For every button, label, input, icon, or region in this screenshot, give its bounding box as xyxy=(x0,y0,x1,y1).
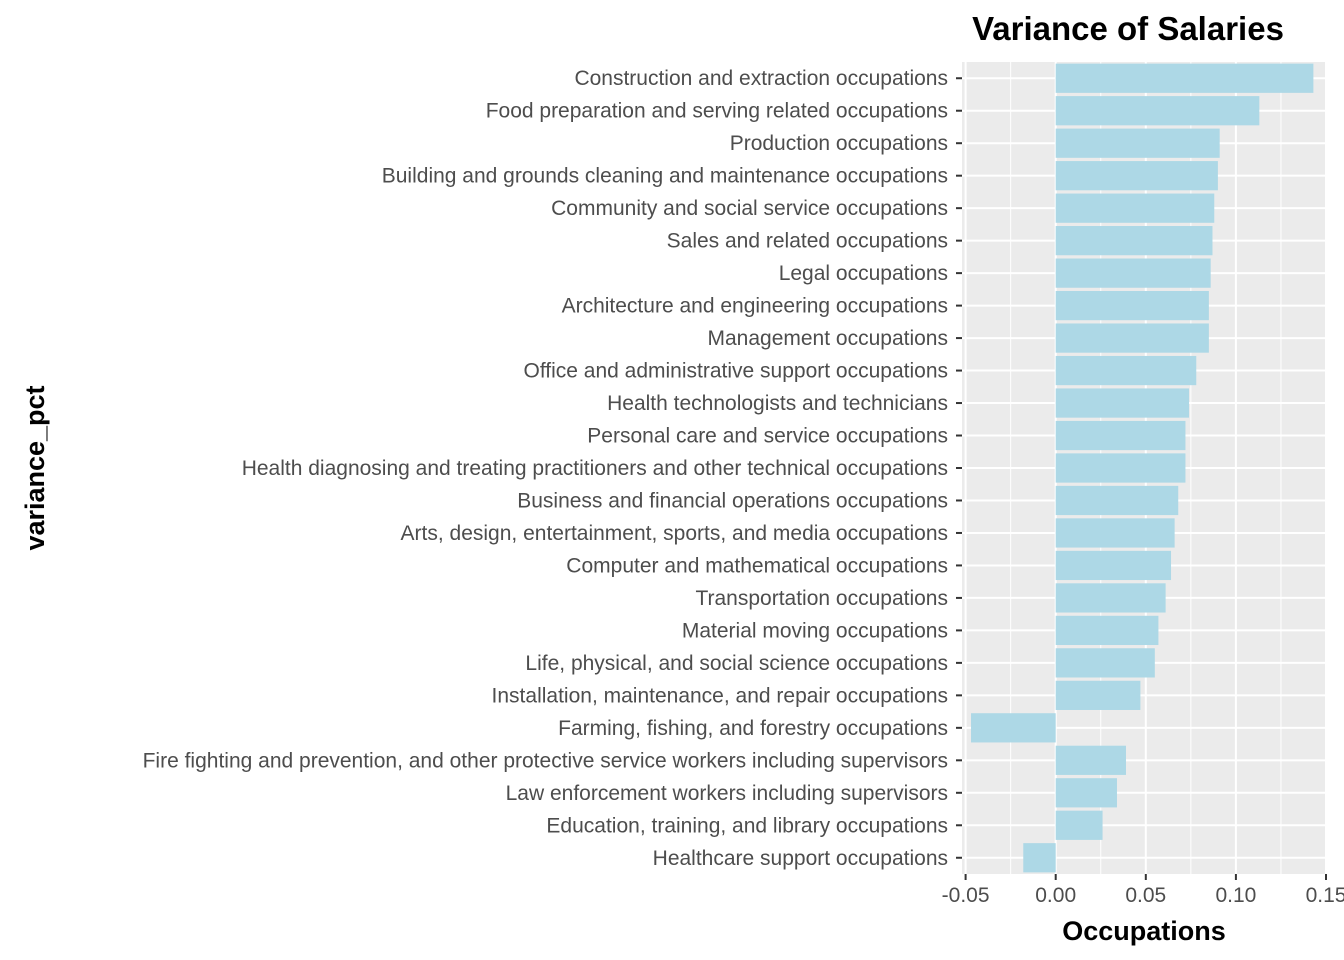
bar xyxy=(1055,583,1166,613)
bar xyxy=(1055,63,1314,93)
y-tick-label: Health technologists and technicians xyxy=(607,392,948,415)
y-tick-label: Community and social service occupations xyxy=(551,197,948,220)
bar xyxy=(1055,290,1209,321)
y-tick-label: Management occupations xyxy=(708,327,949,350)
y-tick-label: Personal care and service occupations xyxy=(587,425,948,448)
bar xyxy=(1055,518,1175,548)
y-tick-label: Sales and related occupations xyxy=(667,230,948,253)
x-tick-label: 0.15 xyxy=(1306,884,1344,907)
y-tick-label: Architecture and engineering occupations xyxy=(562,295,948,318)
y-tick-label: Business and financial operations occupa… xyxy=(517,489,948,512)
x-tick-label: 0.05 xyxy=(1125,884,1166,907)
x-axis: -0.05 0.00 0.05 0.10 0.15 xyxy=(942,874,1344,907)
bar xyxy=(1055,388,1190,418)
bar xyxy=(1055,615,1159,646)
bar xyxy=(1055,323,1209,353)
y-tick-label: Life, physical, and social science occup… xyxy=(525,652,948,675)
bar xyxy=(1055,258,1211,288)
y-tick-label: Law enforcement workers including superv… xyxy=(506,782,948,805)
bar xyxy=(1055,745,1126,775)
y-tick-label: Installation, maintenance, and repair oc… xyxy=(492,684,948,707)
y-tick-label: Computer and mathematical occupations xyxy=(566,554,948,577)
y-tick-label: Arts, design, entertainment, sports, and… xyxy=(401,522,948,545)
y-tick-label: Legal occupations xyxy=(779,262,948,285)
bar xyxy=(1055,453,1186,483)
x-axis-title: Occupations xyxy=(1062,916,1226,946)
y-axis-title: variance_pct xyxy=(20,385,50,550)
y-tick-label: Health diagnosing and treating practitio… xyxy=(242,457,948,480)
bar xyxy=(1055,550,1172,581)
bar xyxy=(1055,193,1215,223)
x-tick-label: 0.10 xyxy=(1215,884,1256,907)
bar xyxy=(1055,226,1213,256)
y-tick-label: Farming, fishing, and forestry occupatio… xyxy=(558,717,948,740)
y-axis: Construction and extraction occupations F… xyxy=(143,67,962,870)
bar xyxy=(1055,680,1141,710)
chart-title: Variance of Salaries xyxy=(972,10,1284,47)
bar xyxy=(1023,843,1056,873)
x-tick-label: -0.05 xyxy=(942,884,990,907)
y-tick-label: Building and grounds cleaning and mainte… xyxy=(382,165,948,188)
y-tick-label: Food preparation and serving related occ… xyxy=(486,100,948,123)
bars xyxy=(971,63,1314,873)
bar xyxy=(1055,128,1220,158)
bar xyxy=(1055,485,1179,516)
bar xyxy=(1055,161,1218,191)
bar xyxy=(971,713,1056,743)
y-tick-label: Education, training, and library occupat… xyxy=(546,814,948,837)
bar xyxy=(1055,778,1117,808)
bar xyxy=(1055,96,1260,126)
y-tick-label: Material moving occupations xyxy=(682,619,948,642)
y-tick-label: Office and administrative support occupa… xyxy=(523,360,948,383)
y-tick-label: Fire fighting and prevention, and other … xyxy=(143,749,948,772)
y-tick-label: Construction and extraction occupations xyxy=(574,67,948,90)
y-tick-label: Transportation occupations xyxy=(695,587,948,610)
bar xyxy=(1055,355,1197,386)
bar xyxy=(1055,420,1186,451)
bar xyxy=(1055,648,1155,678)
bar xyxy=(1055,810,1103,840)
x-tick-label: 0.00 xyxy=(1035,884,1076,907)
y-tick-label: Healthcare support occupations xyxy=(653,847,948,870)
y-tick-label: Production occupations xyxy=(730,132,948,155)
